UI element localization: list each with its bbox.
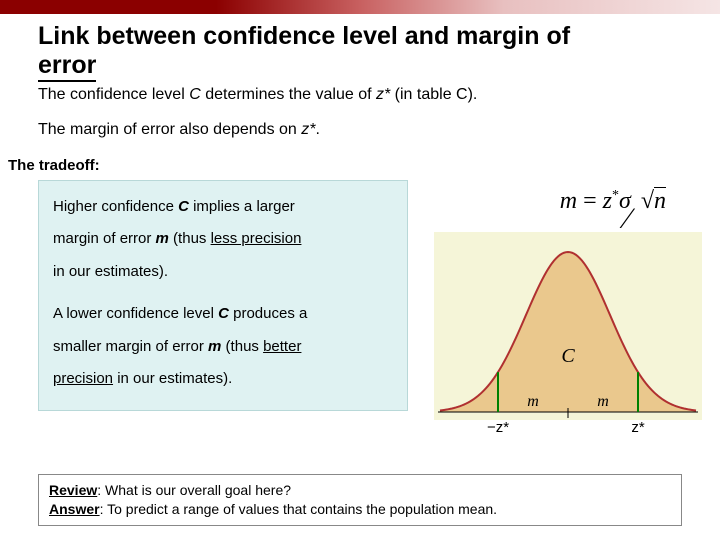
review-line1: Review: What is our overall goal here? xyxy=(49,481,671,500)
chart-svg: C m m −z* z* xyxy=(434,232,702,457)
tradeoff-p3: in our estimates). xyxy=(53,258,393,287)
label-m-left: m xyxy=(527,393,539,410)
label-pos-z: z* xyxy=(631,419,645,436)
header-gradient-bar xyxy=(0,0,720,14)
tradeoff-box: Higher confidence C implies a larger mar… xyxy=(38,180,408,411)
tradeoff-p4: A lower confidence level C produces a xyxy=(53,300,393,329)
page-title: Link between confidence level and margin… xyxy=(0,14,720,80)
formula: m = z*σ⁄√n xyxy=(560,188,666,215)
intro-line1: The confidence level C determines the va… xyxy=(38,82,682,108)
intro-text: The confidence level C determines the va… xyxy=(0,80,720,143)
title-line1: Link between confidence level and margin… xyxy=(38,22,570,50)
label-C: C xyxy=(561,345,575,367)
review-line2: Answer: To predict a range of values tha… xyxy=(49,500,671,519)
normal-curve-chart: C m m −z* z* xyxy=(434,232,702,457)
review-box: Review: What is our overall goal here? A… xyxy=(38,474,682,526)
tradeoff-heading: The tradeoff: xyxy=(0,143,720,174)
tradeoff-p6: precision in our estimates). xyxy=(53,365,393,394)
intro-line2: The margin of error also depends on z*. xyxy=(38,117,682,143)
label-neg-z: −z* xyxy=(487,419,509,436)
title-line2: error xyxy=(38,51,96,82)
tradeoff-p2: margin of error m (thus less precision xyxy=(53,225,393,254)
tradeoff-p5: smaller margin of error m (thus better xyxy=(53,333,393,362)
tradeoff-p1: Higher confidence C implies a larger xyxy=(53,193,393,222)
label-m-right: m xyxy=(597,393,609,410)
